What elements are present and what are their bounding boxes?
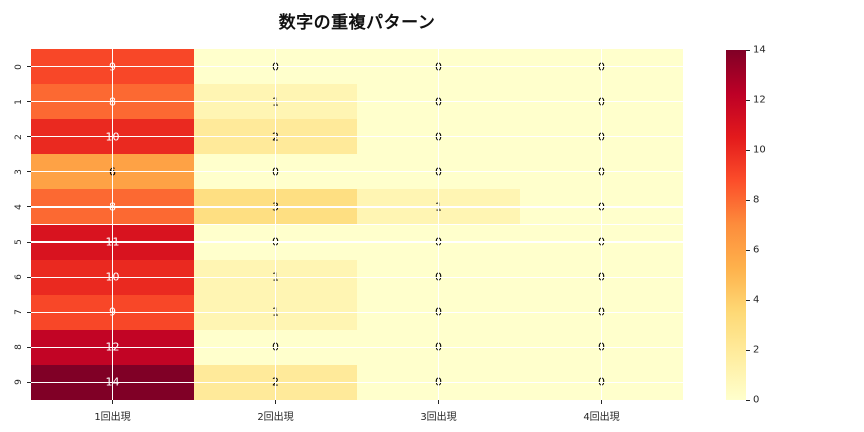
colorbar (726, 50, 746, 400)
gridline-horizontal (31, 381, 683, 384)
y-tick-label: 2 (14, 133, 24, 140)
gridline-horizontal (31, 171, 683, 173)
gridline-vertical (437, 49, 440, 400)
colorbar-tick-mark (746, 149, 750, 151)
y-tick-label: 4 (14, 204, 24, 210)
gridline-vertical (274, 49, 277, 400)
gridline-vertical (111, 49, 114, 400)
x-tick-label: 1回出現 (94, 412, 131, 423)
x-tick-mark (601, 400, 602, 404)
colorbar-tick-mark (746, 199, 750, 201)
x-tick-mark (112, 400, 113, 404)
gridline-horizontal (31, 136, 683, 138)
colorbar-tick-mark (746, 99, 750, 101)
colorbar-tick-mark (746, 399, 750, 401)
colorbar-tick-label: 0 (753, 394, 760, 406)
y-tick-mark (27, 206, 31, 208)
gridline-horizontal (31, 241, 683, 243)
y-tick-mark (27, 276, 31, 278)
gridline-horizontal (31, 101, 683, 103)
colorbar-tick-mark (746, 299, 750, 301)
x-tick-label: 3回出現 (420, 412, 457, 423)
y-tick-label: 3 (14, 168, 24, 175)
gridline-vertical (600, 49, 603, 400)
y-tick-mark (27, 66, 31, 68)
y-tick-mark (27, 241, 31, 243)
y-tick-mark (27, 311, 31, 313)
x-tick-mark (275, 400, 276, 404)
colorbar-tick-label: 12 (753, 94, 766, 106)
colorbar-tick-mark (746, 349, 750, 351)
y-tick-label: 7 (14, 309, 24, 316)
x-tick-mark (438, 400, 439, 404)
y-tick-label: 0 (14, 63, 24, 70)
y-tick-label: 5 (14, 239, 24, 245)
colorbar-tick-label: 4 (753, 294, 760, 306)
heatmap-grid: 9000810010200600083101100010100910012000… (31, 49, 683, 400)
gridline-horizontal (31, 65, 683, 68)
colorbar-tick-label: 2 (753, 344, 760, 356)
y-tick-label: 1 (14, 98, 24, 105)
gridline-horizontal (31, 276, 683, 278)
y-tick-mark (27, 381, 31, 383)
colorbar-tick-label: 10 (753, 144, 766, 156)
x-tick-label: 4回出現 (583, 412, 620, 423)
colorbar-tick-mark (746, 249, 750, 251)
gridline-horizontal (31, 346, 683, 348)
y-tick-label: 8 (14, 344, 24, 351)
y-tick-mark (27, 171, 31, 173)
colorbar-tick-mark (746, 49, 750, 51)
y-tick-mark (27, 136, 31, 138)
colorbar-tick-label: 6 (753, 244, 760, 256)
colorbar-tick-label: 8 (753, 194, 760, 206)
y-tick-mark (27, 101, 31, 103)
gridline-horizontal (31, 311, 683, 313)
y-tick-label: 9 (14, 379, 24, 386)
colorbar-tick-label: 14 (753, 44, 766, 56)
chart-title: 数字の重複パターン (278, 13, 436, 33)
y-tick-mark (27, 346, 31, 348)
x-tick-label: 2回出現 (257, 412, 294, 423)
gridline-horizontal (31, 206, 683, 208)
y-tick-label: 6 (14, 274, 24, 281)
